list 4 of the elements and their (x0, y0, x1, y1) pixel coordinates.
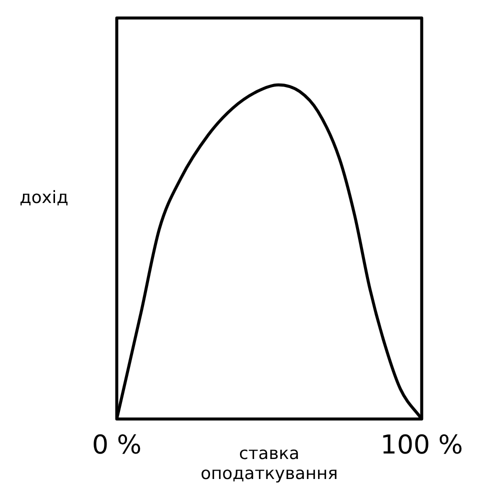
y-axis-title: дохід (18, 187, 70, 208)
x-axis-title: ставка оподаткування (200, 444, 338, 484)
x-tick-label: 0 % (92, 430, 142, 460)
x-tick-label: 100 % (380, 430, 464, 460)
